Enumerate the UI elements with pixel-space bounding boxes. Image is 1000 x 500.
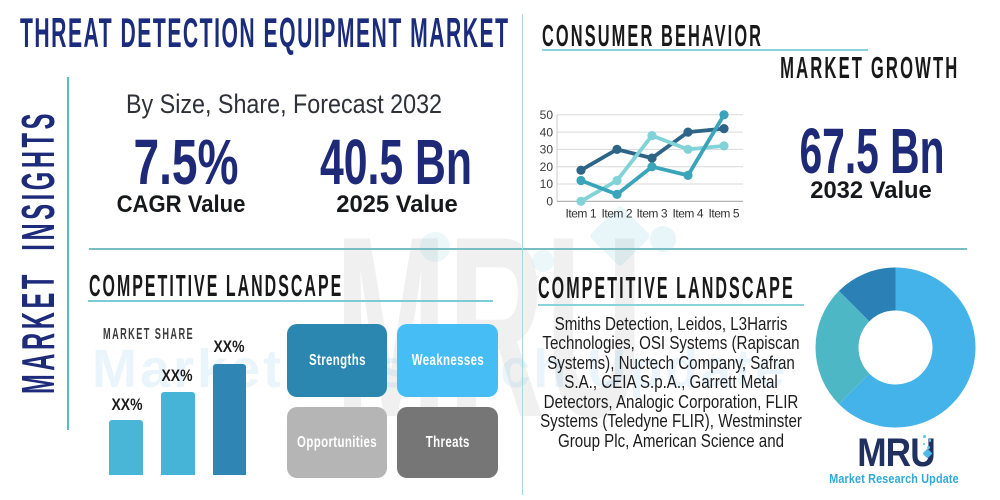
svg-text:20: 20 — [540, 160, 554, 174]
svg-text:50: 50 — [540, 108, 554, 122]
svg-text:10: 10 — [540, 177, 554, 191]
svg-text:Item 4: Item 4 — [673, 207, 704, 221]
svg-text:40: 40 — [540, 125, 554, 139]
svg-text:Item 3: Item 3 — [637, 207, 668, 221]
svg-text:30: 30 — [540, 143, 554, 157]
svg-text:Item 2: Item 2 — [602, 207, 633, 221]
svg-text:Item 1: Item 1 — [566, 207, 597, 221]
svg-text:Item 5: Item 5 — [709, 207, 740, 221]
svg-text:0: 0 — [546, 195, 553, 209]
